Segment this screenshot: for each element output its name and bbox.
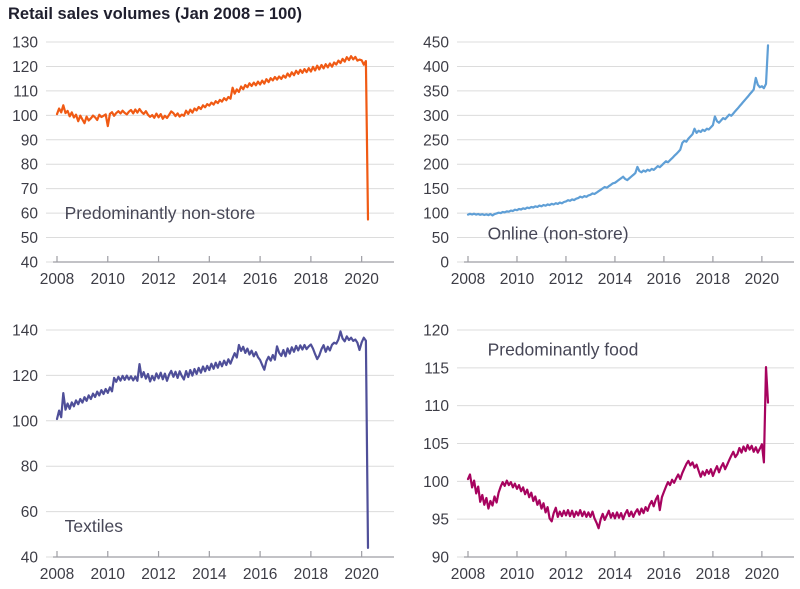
x-tick-label: 2016: [647, 271, 681, 288]
y-tick-label: 110: [424, 398, 449, 415]
x-tick-label: 2016: [647, 566, 681, 583]
x-tick-label: 2014: [192, 566, 227, 583]
x-tick-label: 2012: [141, 271, 175, 288]
x-tick-label: 2010: [91, 271, 126, 288]
y-tick-label: 60: [21, 504, 39, 521]
y-tick-label: 100: [423, 206, 449, 223]
x-tick-label: 2014: [598, 271, 633, 288]
series-line: [466, 365, 770, 530]
y-tick-label: 150: [423, 181, 449, 198]
chart-panel-food: 90 95 100 105 110 115 120 2008 2010 2012 2014 2016 2…: [400, 302, 800, 587]
chart-svg-textiles: 40 60 80 100 120 140 2008 2010 2012 2014 2016 2018 2…: [12, 323, 394, 583]
y-tick-label: 400: [423, 59, 449, 76]
y-tick-label: 115: [424, 360, 449, 377]
y-tick-label: 110: [13, 83, 38, 100]
y-tick-label: 100: [423, 474, 449, 491]
y-tick-label: 40: [21, 255, 39, 272]
y-tick-label: 40: [21, 550, 39, 567]
chart-panel-online: 0 50 100 150 200 250 300 350 400 450 2008 2010 2012 2…: [400, 30, 800, 302]
y-tick-label: 350: [423, 83, 449, 100]
x-tick-label: 2020: [344, 271, 379, 288]
x-tick-label: 2008: [451, 566, 485, 583]
y-tick-label: 120: [12, 59, 38, 76]
x-tick-label: 2018: [696, 566, 730, 583]
x-tick-label: 2010: [500, 566, 535, 583]
x-tick-label: 2014: [598, 566, 633, 583]
x-tick-label: 2020: [745, 566, 780, 583]
series-label: Predominantly non-store: [65, 203, 256, 223]
x-tick-label: 2008: [40, 566, 74, 583]
y-tick-label: 200: [423, 157, 449, 174]
y-tick-label: 90: [432, 550, 450, 567]
x-tick-label: 2008: [40, 271, 74, 288]
series-line: [55, 55, 370, 221]
x-tick-label: 2020: [344, 566, 379, 583]
x-tick-label: 2018: [294, 271, 328, 288]
chart-svg-food: 90 95 100 105 110 115 120 2008 2010 2012 2014 2016 2…: [423, 323, 794, 583]
series-line: [55, 330, 370, 549]
chart-grid: 40 50 60 70 80 90 100 110 120 130 2008 2010 2012 2014…: [0, 30, 800, 587]
y-tick-label: 100: [12, 413, 38, 430]
y-tick-label: 120: [423, 323, 449, 340]
chart-panel-textiles: 40 60 80 100 120 140 2008 2010 2012 2014 2016 2018 2…: [0, 302, 400, 587]
y-tick-label: 100: [12, 108, 38, 125]
y-tick-label: 95: [432, 512, 449, 529]
y-tick-label: 50: [21, 230, 39, 247]
x-tick-label: 2014: [192, 271, 227, 288]
y-tick-label: 90: [21, 132, 39, 149]
x-tick-label: 2012: [549, 566, 583, 583]
y-tick-label: 450: [423, 35, 449, 52]
x-tick-label: 2010: [500, 271, 535, 288]
chart-panel-non-store: 40 50 60 70 80 90 100 110 120 130 2008 2010 2012 2014…: [0, 30, 400, 302]
x-tick-label: 2020: [745, 271, 780, 288]
figure-title: Retail sales volumes (Jan 2008 = 100): [8, 5, 302, 23]
x-tick-label: 2018: [696, 271, 730, 288]
series-label: Textiles: [65, 516, 124, 536]
y-tick-label: 60: [21, 206, 39, 223]
y-tick-label: 250: [423, 132, 449, 149]
y-tick-label: 80: [21, 459, 39, 476]
x-tick-label: 2008: [451, 271, 485, 288]
y-tick-label: 105: [423, 436, 449, 453]
x-tick-label: 2010: [91, 566, 126, 583]
y-tick-label: 300: [423, 108, 449, 125]
chart-svg-online: 0 50 100 150 200 250 300 350 400 450 2008 2010 2012 2…: [423, 35, 794, 288]
x-tick-label: 2012: [549, 271, 583, 288]
x-tick-label: 2016: [243, 566, 277, 583]
y-tick-label: 130: [12, 35, 38, 52]
x-tick-label: 2016: [243, 271, 277, 288]
y-tick-label: 80: [21, 157, 39, 174]
y-tick-label: 70: [21, 181, 39, 198]
x-tick-label: 2012: [141, 566, 175, 583]
x-tick-label: 2018: [294, 566, 328, 583]
series-label: Predominantly food: [488, 340, 639, 360]
y-tick-label: 120: [12, 368, 38, 385]
chart-svg-non-store: 40 50 60 70 80 90 100 110 120 130 2008 2010 2012 2014…: [12, 35, 394, 288]
series-label: Online (non-store): [488, 224, 629, 244]
y-tick-label: 140: [12, 323, 38, 340]
y-tick-label: 0: [440, 255, 449, 272]
series-line: [466, 44, 770, 217]
y-tick-label: 50: [432, 230, 450, 247]
